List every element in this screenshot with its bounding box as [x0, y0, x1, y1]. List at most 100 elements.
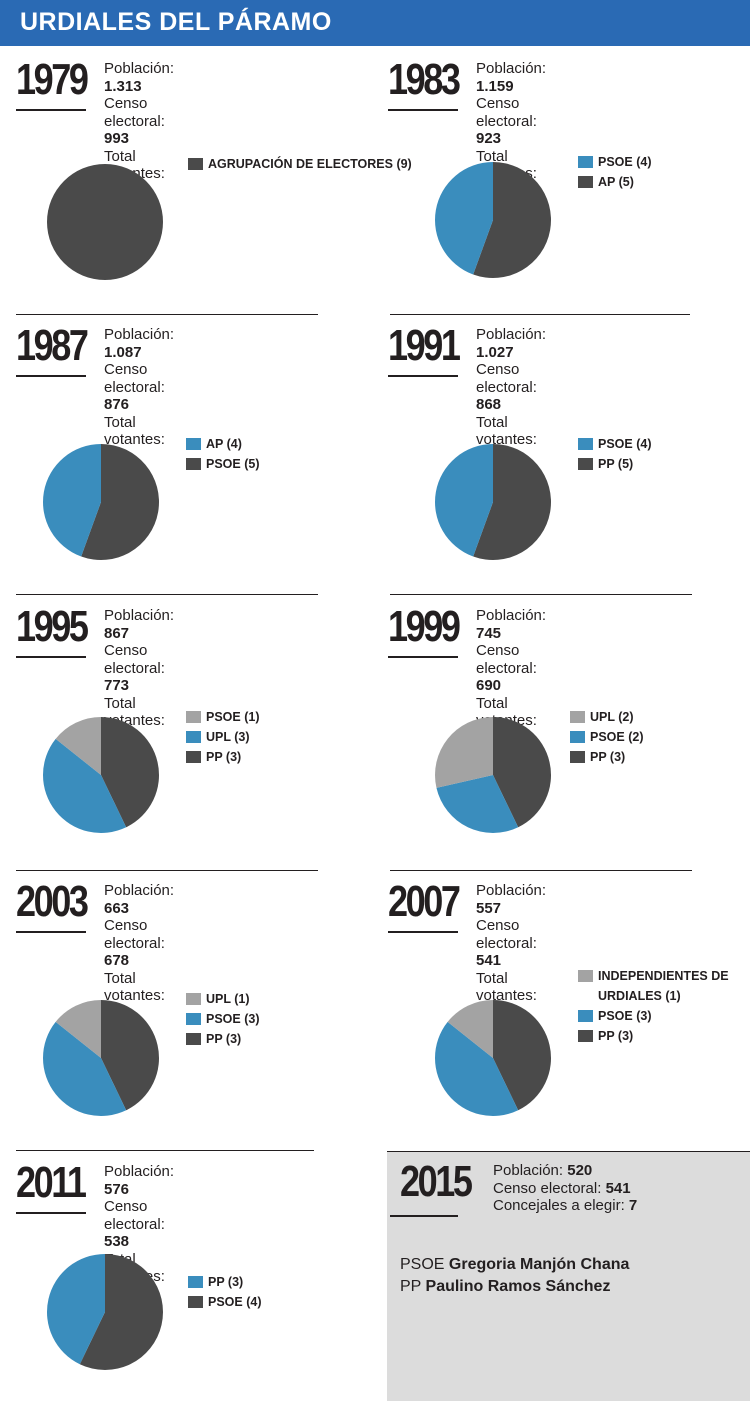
legend-entry: PSOE (4): [578, 152, 652, 172]
label-poblacion: Población:: [104, 1163, 175, 1180]
label-poblacion: Población:: [104, 607, 175, 624]
pie-chart-2003: [42, 1000, 159, 1116]
legend-label: PSOE (5): [206, 457, 260, 471]
pie-slice: [101, 1000, 159, 1111]
legend-swatch: [186, 1033, 201, 1045]
value-poblacion: 867: [104, 624, 130, 642]
legend-swatch: [186, 993, 201, 1005]
candidate-psoe: PSOE Gregoria Manjón Chana: [400, 1254, 629, 1276]
candidate-name: Gregoria Manjón Chana: [448, 1256, 630, 1273]
legend-label: PP (3): [598, 1029, 634, 1043]
header-bar: URDIALES DEL PÁRAMO: [0, 0, 750, 46]
legend-swatch: [186, 751, 201, 763]
legend-swatch: [578, 970, 593, 982]
pie-slice: [55, 717, 101, 775]
label-votantes: Total votantes:: [476, 969, 537, 1005]
year-1991: 1991: [388, 321, 461, 370]
legend-entry: PP (3): [186, 747, 260, 767]
year-underline: [388, 931, 458, 933]
pie-chart-2011: [47, 1254, 163, 1370]
legend-1983: PSOE (4) AP (5): [578, 152, 652, 192]
label-poblacion: Población:: [104, 60, 175, 77]
legend-entry: AP (5): [578, 172, 652, 192]
legend-entry: PP (3): [570, 747, 644, 767]
pie-slice: [473, 162, 551, 278]
label-concejales: Concejales a elegir:: [493, 1197, 625, 1214]
year-underline: [388, 109, 458, 111]
value-censo: 538: [104, 1233, 130, 1250]
value-poblacion: 557: [476, 899, 502, 917]
legend-swatch: [188, 1276, 203, 1288]
legend-entry: PSOE (3): [186, 1009, 260, 1029]
legend-label: UPL (3): [206, 730, 250, 744]
legend-label: AP (4): [206, 437, 242, 451]
legend-2011: PP (3) PSOE (4): [188, 1272, 262, 1312]
pie-chart-1987: [43, 444, 160, 560]
value-poblacion: 745: [476, 624, 502, 642]
label-poblacion: Población:: [476, 882, 547, 899]
year-underline: [16, 656, 86, 658]
year-2007: 2007: [388, 877, 461, 926]
value-censo: 678: [104, 952, 130, 969]
candidate-name: Paulino Ramos Sánchez: [425, 1278, 611, 1295]
legend-label: PP (3): [206, 750, 242, 764]
pie-chart-1999: [435, 717, 551, 833]
value-censo: 993: [104, 130, 130, 147]
label-poblacion: Población:: [104, 326, 175, 343]
legend-label: PSOE (3): [598, 1009, 652, 1023]
legend-2007: INDEPENDIENTES DE URDIALES (1) PSOE (3) PP…: [578, 966, 738, 1046]
legend-swatch: [570, 751, 585, 763]
legend-entry: PP (3): [578, 1026, 738, 1046]
pie-slice: [79, 1254, 163, 1370]
label-censo: Censo electoral:: [104, 361, 165, 396]
value-concejales: 7: [628, 1197, 638, 1214]
legend-entry: PP (3): [186, 1029, 260, 1049]
value-censo: 876: [104, 396, 130, 413]
legend-entry: PSOE (3): [578, 1006, 738, 1026]
year-underline: [16, 109, 86, 111]
pie-chart-1979: [47, 164, 163, 280]
legend-entry: PSOE (2): [570, 727, 644, 747]
legend-swatch: [188, 1296, 203, 1308]
pie-slice: [435, 162, 493, 275]
label-censo: Censo electoral:: [104, 917, 165, 952]
value-poblacion: 1.313: [104, 77, 142, 95]
label-poblacion: Población:: [104, 882, 175, 899]
legend-swatch: [578, 156, 593, 168]
legend-label: AP (5): [598, 175, 634, 189]
legend-1979: AGRUPACIÓN DE ELECTORES (9): [188, 154, 412, 174]
pie-slice: [436, 775, 519, 833]
legend-2003: UPL (1) PSOE (3) PP (3): [186, 989, 260, 1049]
label-censo: Censo electoral:: [476, 642, 537, 677]
legend-label: PSOE (2): [590, 730, 644, 744]
label-censo: Censo electoral:: [104, 1198, 165, 1233]
value-poblacion: 1.159: [476, 77, 514, 95]
label-censo: Censo electoral:: [104, 642, 165, 677]
stats-2015: Población: 520 Censo electoral: 541 Conc…: [493, 1162, 637, 1215]
value-censo: 690: [476, 677, 502, 694]
label-censo: Censo electoral:: [476, 917, 537, 952]
pie-slice: [473, 444, 551, 560]
year-2015: 2015: [400, 1157, 473, 1206]
legend-swatch: [186, 1013, 201, 1025]
stats-2007: Población: 557 Censo electoral: 541 Total …: [476, 882, 546, 1022]
page-title: URDIALES DEL PÁRAMO: [20, 8, 332, 36]
legend-label: PP (3): [208, 1275, 244, 1289]
year-underline-2015: [390, 1215, 458, 1217]
legend-1987: AP (4) PSOE (5): [186, 434, 260, 474]
value-poblacion: 576: [104, 1180, 130, 1198]
value-poblacion: 663: [104, 899, 130, 917]
legend-swatch: [578, 458, 593, 470]
value-censo: 868: [476, 396, 502, 413]
separator-line: [16, 1150, 314, 1151]
legend-swatch: [570, 731, 585, 743]
legend-entry: UPL (3): [186, 727, 260, 747]
separator-line: [16, 314, 318, 315]
pie-slice: [42, 1021, 127, 1116]
pie-slice: [47, 164, 163, 280]
legend-swatch: [186, 438, 201, 450]
year-1979: 1979: [16, 55, 89, 104]
legend-entry: UPL (2): [570, 707, 644, 727]
candidate-pp: PP Paulino Ramos Sánchez: [400, 1276, 629, 1298]
label-votantes: Total votantes:: [104, 969, 165, 1005]
